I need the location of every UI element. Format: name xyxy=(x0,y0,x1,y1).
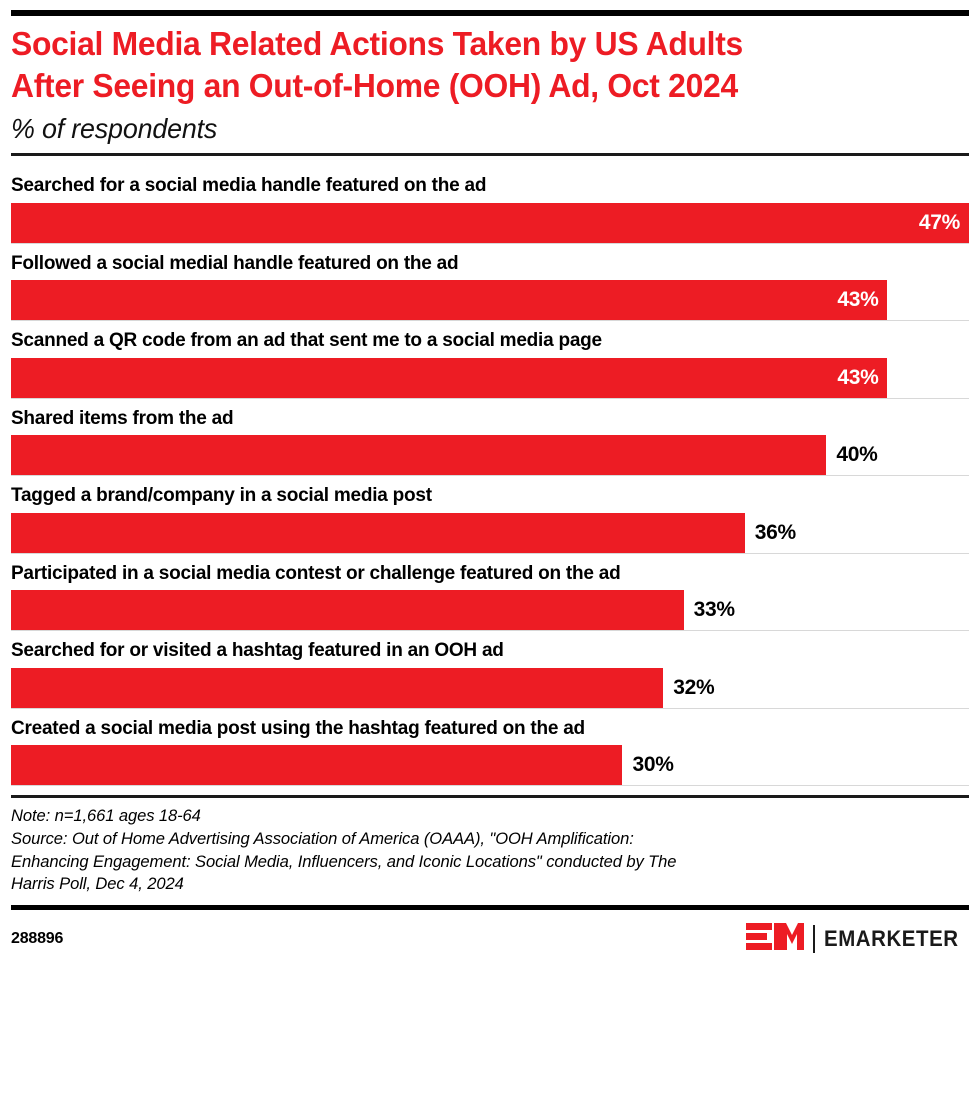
chart-row: Participated in a social media contest o… xyxy=(11,554,969,632)
bar-category-label: Searched for a social media handle featu… xyxy=(11,174,487,197)
bar-track: 36% xyxy=(11,512,969,553)
note-divider-rule xyxy=(11,795,969,799)
bar-category-label: Created a social media post using the ha… xyxy=(11,716,585,739)
bar-value-label: 43% xyxy=(837,288,879,312)
bar-value-label: 47% xyxy=(918,210,960,234)
bar-value-label: 36% xyxy=(754,520,796,544)
header-divider-rule xyxy=(11,153,969,157)
chart-id: 288896 xyxy=(11,930,64,948)
bar-value-label: 40% xyxy=(836,443,878,467)
page-subtitle: % of respondents xyxy=(11,113,218,145)
bar xyxy=(11,745,623,786)
bar: 43% xyxy=(11,357,888,398)
chart-row: Followed a social medial handle featured… xyxy=(11,244,969,322)
bottom-rule xyxy=(11,904,969,910)
bar-track: 47% xyxy=(11,202,969,243)
bar-category-label: Scanned a QR code from an ad that sent m… xyxy=(11,329,602,352)
logo-divider xyxy=(813,925,816,954)
row-separator xyxy=(11,397,969,399)
chart-row: Tagged a brand/company in a social media… xyxy=(11,476,969,554)
row-separator xyxy=(11,475,969,477)
row-separator xyxy=(11,630,969,632)
bar-chart: Searched for a social media handle featu… xyxy=(11,166,969,787)
page-title: Social Media Related Actions Taken by US… xyxy=(11,25,743,105)
row-separator xyxy=(11,320,969,322)
em-logo-icon xyxy=(746,921,805,958)
bar-track: 40% xyxy=(11,435,969,476)
bar-category-label: Searched for or visited a hashtag featur… xyxy=(11,639,504,662)
bar-category-label: Followed a social medial handle featured… xyxy=(11,251,459,274)
chart-row: Created a social media post using the ha… xyxy=(11,709,969,787)
bar-track: 43% xyxy=(11,357,969,398)
chart-row: Searched for a social media handle featu… xyxy=(11,166,969,244)
bar-category-label: Tagged a brand/company in a social media… xyxy=(11,484,432,507)
row-separator xyxy=(11,785,969,787)
chart-page: Social Media Related Actions Taken by US… xyxy=(0,10,980,1119)
chart-row: Searched for or visited a hashtag featur… xyxy=(11,631,969,709)
chart-row: Scanned a QR code from an ad that sent m… xyxy=(11,321,969,399)
bar-value-label: 33% xyxy=(693,598,735,622)
bar xyxy=(11,590,684,631)
top-rule xyxy=(11,10,969,16)
brand-name: EMARKETER xyxy=(824,926,959,952)
emarketer-logo: EMARKETER xyxy=(746,921,969,958)
chart-row: Shared items from the ad 40% xyxy=(11,399,969,477)
row-separator xyxy=(11,552,969,554)
row-separator xyxy=(11,707,969,709)
bar xyxy=(11,667,664,708)
bar-track: 30% xyxy=(11,745,969,786)
source-text: Source: Out of Home Advertising Associat… xyxy=(11,829,677,894)
footer-bar: 288896 EMARKETER xyxy=(11,921,969,958)
bar xyxy=(11,512,745,553)
bar-value-label: 43% xyxy=(837,365,879,389)
bar-value-label: 32% xyxy=(673,675,715,699)
footnotes: Note: n=1,661 ages 18-64 Source: Out of … xyxy=(11,805,945,895)
bar-value-label: 30% xyxy=(632,753,674,777)
bar: 47% xyxy=(11,202,969,243)
bar: 43% xyxy=(11,280,888,321)
bar-category-label: Participated in a social media contest o… xyxy=(11,561,621,584)
bar-track: 32% xyxy=(11,667,969,708)
note-text: Note: n=1,661 ages 18-64 xyxy=(11,806,201,826)
bar-track: 43% xyxy=(11,280,969,321)
bar-category-label: Shared items from the ad xyxy=(11,406,234,429)
bar xyxy=(11,435,827,476)
row-separator xyxy=(11,242,969,244)
bar-track: 33% xyxy=(11,590,969,631)
